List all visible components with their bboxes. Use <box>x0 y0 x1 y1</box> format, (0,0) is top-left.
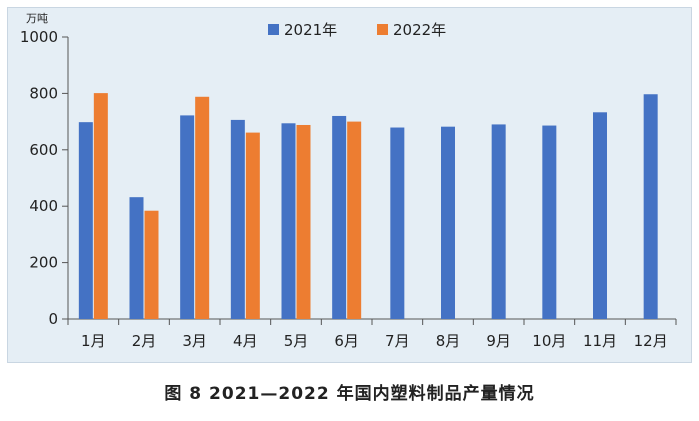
x-tick-label: 6月 <box>334 332 359 350</box>
x-tick-label: 7月 <box>385 332 410 350</box>
legend-swatch-2 <box>377 24 388 35</box>
legend-label-1: 2021年 <box>284 21 337 39</box>
y-axis-ticks: 0 200 400 600 800 1000 <box>20 28 68 328</box>
bar-series2-5 <box>296 124 311 319</box>
bar-series1-7 <box>390 127 405 319</box>
legend: 2021年 2022年 <box>268 21 446 39</box>
x-tick-label: 1月 <box>81 332 106 350</box>
x-tick-label: 10月 <box>532 332 566 350</box>
legend-label-2: 2022年 <box>393 21 446 39</box>
bar-series1-9 <box>491 124 506 319</box>
x-tick-label: 3月 <box>182 332 207 350</box>
bar-series1-5 <box>281 123 296 320</box>
y-tick-label: 200 <box>29 254 58 272</box>
x-tick-label: 5月 <box>284 332 309 350</box>
bar-series1-11 <box>593 112 607 319</box>
x-tick-label: 4月 <box>233 332 258 350</box>
bars <box>78 93 658 320</box>
y-tick-label: 400 <box>29 197 58 215</box>
bar-series1-8 <box>441 126 455 320</box>
x-tick-label: 8月 <box>436 332 461 350</box>
bar-series2-4 <box>245 132 260 319</box>
x-tick-label: 12月 <box>634 332 668 350</box>
legend-swatch-1 <box>268 24 279 35</box>
bar-series1-10 <box>542 125 557 319</box>
y-axis-unit-label: 万吨 <box>26 12 48 25</box>
bar-series1-6 <box>332 115 347 320</box>
figure-caption: 图 8 2021—2022 年国内塑料制品产量情况 <box>164 384 535 404</box>
y-tick-label: 600 <box>29 141 58 159</box>
bar-series2-3 <box>195 96 210 319</box>
bar-series1-2 <box>129 197 144 319</box>
bar-series1-3 <box>180 115 195 320</box>
x-axis-ticks: 1月 2月 3月 4月 5月 6月 7月 8月 9月 10月 11月 12月 <box>67 319 677 350</box>
x-tick-label: 9月 <box>486 332 511 350</box>
bar-series2-6 <box>347 121 362 319</box>
y-tick-label: 0 <box>48 310 58 328</box>
bar-series1-4 <box>230 119 245 320</box>
bar-series2-1 <box>93 93 108 319</box>
y-tick-label: 800 <box>29 84 58 102</box>
x-tick-label: 11月 <box>583 332 617 350</box>
bar-series1-12 <box>643 94 658 319</box>
x-tick-label: 2月 <box>132 332 157 350</box>
bar-series2-2 <box>144 210 159 319</box>
bar-series1-1 <box>78 122 93 319</box>
y-tick-label: 1000 <box>20 28 58 46</box>
